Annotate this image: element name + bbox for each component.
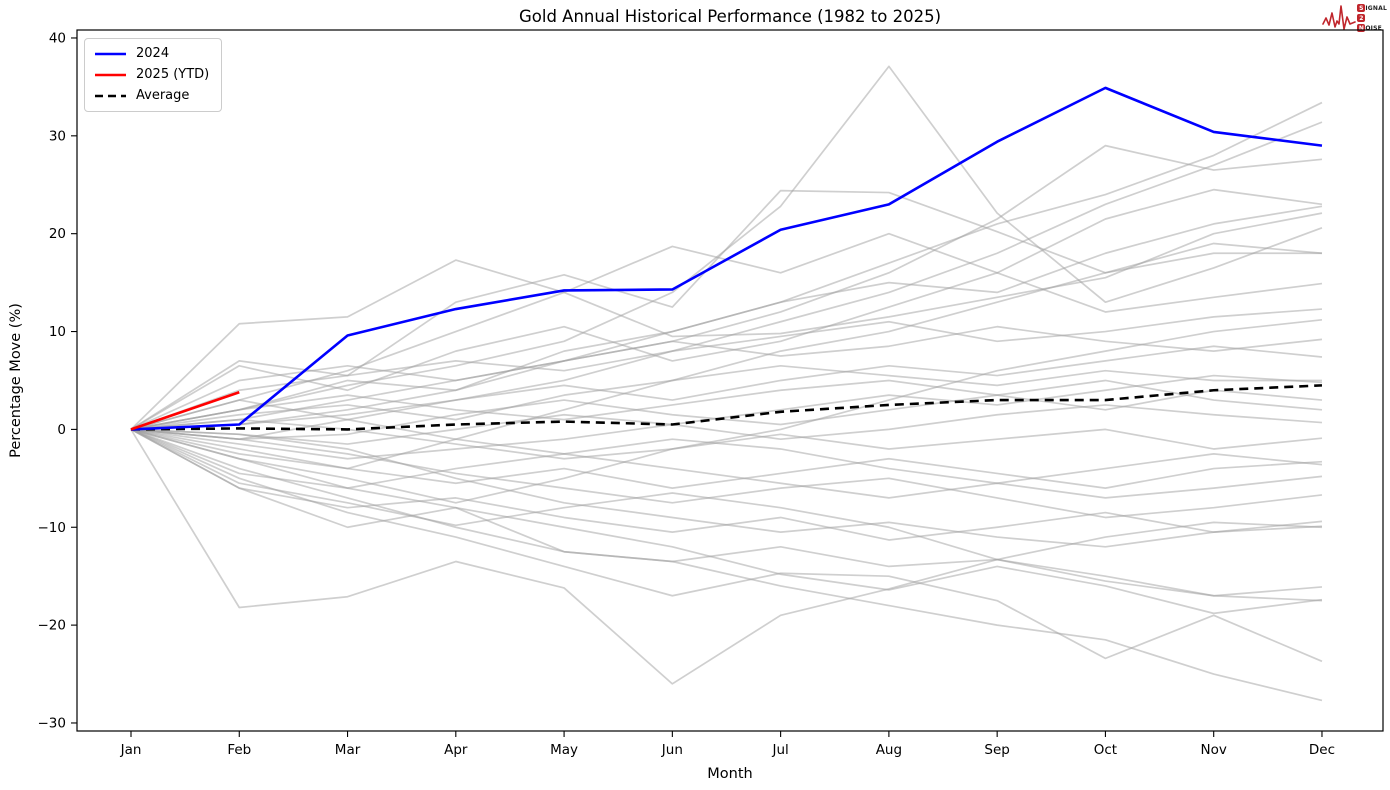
y-tick-label: 0 [57, 422, 66, 438]
legend-swatch-2024-line [95, 52, 126, 56]
legend-swatch-average-dashed-line [95, 94, 126, 98]
historical-year-line [130, 379, 1323, 441]
x-tick-label: Jun [661, 742, 683, 758]
y-tick-label: −10 [38, 520, 67, 536]
historical-year-line [130, 364, 1322, 431]
x-tick-label: Jan [120, 742, 142, 758]
legend-swatch-2025-line [95, 73, 126, 77]
y-tick-label: −20 [38, 618, 67, 634]
legend-label-2024: 2024 [136, 46, 170, 61]
historical-year-line [130, 374, 1323, 460]
series-line-2025-ytd- [130, 390, 240, 431]
legend-item-2024: 2024 [94, 46, 209, 62]
historical-year-line [130, 189, 1322, 431]
historical-year-line [130, 121, 1323, 441]
historical-year-line [130, 428, 1323, 541]
historical-year-line [130, 428, 1323, 597]
historical-year-line [130, 325, 1323, 431]
x-tick-label: Apr [444, 742, 468, 758]
x-tick-label: Mar [335, 742, 361, 758]
plot-frame [76, 29, 1384, 732]
historical-year-line [130, 428, 1323, 685]
series-line-2024 [130, 86, 1323, 431]
historical-year-line [130, 428, 1323, 561]
historical-year-line [130, 318, 1323, 504]
legend: 2024 2025 (YTD) Average [84, 38, 223, 112]
x-tick-label: Oct [1094, 742, 1117, 758]
historical-year-line [130, 428, 1323, 499]
y-tick-label: 10 [49, 324, 66, 340]
legend-label-average: Average [136, 88, 190, 103]
historical-year-line [130, 428, 1323, 663]
x-tick-label: Feb [227, 742, 251, 758]
logo-digit-2: 2 [1357, 14, 1366, 22]
signal2noise-logo: S IGNAL 2 N OISE [1322, 2, 1387, 34]
historical-year-line [130, 428, 1323, 489]
signal2noise-logo-text: S IGNAL 2 N OISE [1357, 4, 1387, 33]
x-tick-label: Sep [984, 742, 1009, 758]
x-tick-label: Aug [876, 742, 902, 758]
x-axis-label: Month [707, 766, 752, 782]
y-tick-label: 40 [49, 30, 66, 46]
logo-letter-n: N [1357, 24, 1366, 32]
historical-year-line [130, 188, 1323, 431]
historical-year-line [130, 404, 1323, 445]
logo-letter-s: S [1357, 4, 1366, 12]
historical-year-line [130, 144, 1323, 431]
historical-year-line [130, 428, 1323, 702]
historical-year-line [130, 428, 1323, 548]
historical-year-line [130, 428, 1323, 519]
y-tick-label: −30 [38, 715, 67, 731]
y-tick-label: 20 [49, 226, 66, 242]
heartbeat-waveform-icon [1322, 5, 1357, 30]
x-tick-label: Nov [1201, 742, 1227, 758]
x-tick-label: Dec [1309, 742, 1335, 758]
historical-year-line [130, 399, 1323, 485]
x-tick-label: May [550, 742, 578, 758]
historical-year-line [130, 428, 1323, 615]
logo-word-signal-rest: IGNAL [1365, 4, 1387, 12]
y-axis-label: Percentage Move (%) [8, 303, 24, 458]
legend-item-average: Average [94, 88, 209, 104]
historical-year-line [130, 418, 1323, 460]
legend-item-2025-ytd: 2025 (YTD) [94, 67, 209, 83]
y-tick-label: 30 [49, 128, 66, 144]
historical-year-line [130, 308, 1323, 431]
chart-title: Gold Annual Historical Performance (1982… [518, 7, 942, 26]
series-line-average [130, 384, 1323, 431]
logo-word-noise-rest: OISE [1365, 24, 1382, 32]
x-tick-label: Jul [771, 742, 788, 758]
legend-label-2025-ytd: 2025 (YTD) [136, 67, 210, 82]
